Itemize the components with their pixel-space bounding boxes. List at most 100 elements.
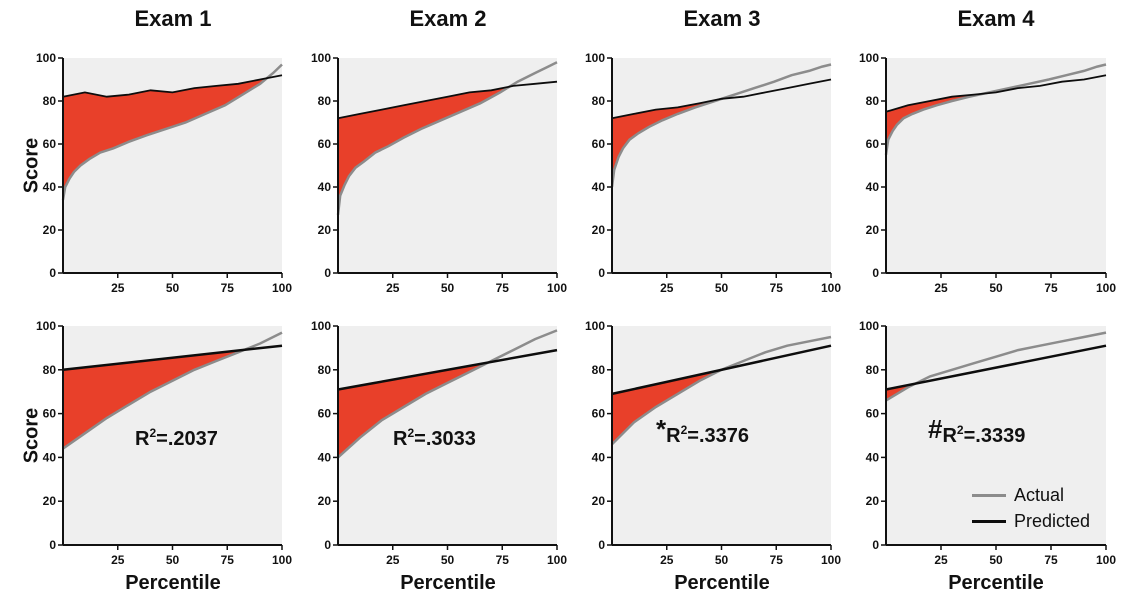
exam-4-title: Exam 4 xyxy=(957,6,1035,31)
panel-5-x-tick-label: 100 xyxy=(272,553,292,567)
panel-8-actual-line xyxy=(885,331,1107,402)
panel-7-x-tick-label: 100 xyxy=(821,553,841,567)
legend-item-predicted: Predicted xyxy=(972,508,1090,534)
exam-2-title: Exam 2 xyxy=(409,6,487,31)
panel-3-x-tick-label: 50 xyxy=(715,281,729,295)
panel-8-y-tick-label: 60 xyxy=(866,407,880,421)
panel-3-actual-line xyxy=(610,63,832,188)
x-axis-label-4: Percentile xyxy=(948,572,1044,594)
panel-4-x-tick-label: 100 xyxy=(1096,281,1116,295)
panel-5-y-tick-label: 20 xyxy=(43,494,57,508)
panel-2-gap-area xyxy=(338,62,557,215)
exam-1-title: Exam 1 xyxy=(134,6,212,31)
panel-7-x-tick-label: 75 xyxy=(770,553,784,567)
panel-6-x-tick-label: 25 xyxy=(386,553,400,567)
panel-5-y-tick-label: 0 xyxy=(49,538,56,552)
panel-1-y-tick-label: 40 xyxy=(43,180,57,194)
panel-1-x-tick-label: 50 xyxy=(166,281,180,295)
panel-6-y-tick-label: 0 xyxy=(324,538,331,552)
panel-1-x-tick-label: 100 xyxy=(272,281,292,295)
panel-4-y-tick-label: 100 xyxy=(859,51,879,65)
r2-annotation-exam-3: *R2=.3376 xyxy=(656,414,750,447)
panel-3-y-tick-label: 20 xyxy=(592,223,606,237)
panel-6-plot-background xyxy=(338,326,557,545)
panel-4-y-tick-label: 60 xyxy=(866,137,880,151)
panel-2-y-tick-label: 20 xyxy=(318,223,332,237)
panel-6-gap-area xyxy=(338,330,557,458)
panel-2-y-tick-label: 40 xyxy=(318,180,332,194)
panel-4-x-tick-label: 25 xyxy=(934,281,948,295)
panel-1-y-tick-label: 60 xyxy=(43,137,57,151)
panel-8-y-tick-label: 0 xyxy=(872,538,879,552)
panel-3-y-tick-label: 100 xyxy=(585,51,605,65)
panel-6-y-tick-label: 40 xyxy=(318,450,332,464)
panel-4-x-tick-label: 50 xyxy=(989,281,1003,295)
panel-2-x-tick-label: 50 xyxy=(441,281,455,295)
panel-2-x-tick-label: 25 xyxy=(386,281,400,295)
panel-2-y-tick-label: 80 xyxy=(318,94,332,108)
legend-label-predicted: Predicted xyxy=(1014,510,1091,531)
panel-5-y-tick-label: 100 xyxy=(36,319,56,333)
panel-8-x-tick-label: 50 xyxy=(989,553,1003,567)
panel-6-y-tick-label: 100 xyxy=(311,319,331,333)
panel-3-y-tick-label: 40 xyxy=(592,180,606,194)
panel-8-y-tick-label: 20 xyxy=(866,494,880,508)
r2-annotation-exam-1: R2=.2037 xyxy=(135,426,218,450)
panel-3-y-tick-label: 80 xyxy=(592,94,606,108)
panel-5-y-tick-label: 60 xyxy=(43,407,57,421)
panel-3-y-tick-label: 60 xyxy=(592,137,606,151)
x-axis-label-3: Percentile xyxy=(674,572,770,594)
panel-6-x-tick-label: 75 xyxy=(496,553,510,567)
panel-1-y-tick-label: 20 xyxy=(43,223,57,237)
panel-4-y-tick-label: 20 xyxy=(866,223,880,237)
panel-8-y-tick-label: 40 xyxy=(866,450,880,464)
panel-4-predicted-line xyxy=(885,74,1107,113)
legend-item-actual: Actual xyxy=(972,482,1090,508)
panel-1-y-tick-label: 0 xyxy=(49,266,56,280)
panel-7-predicted-line xyxy=(611,344,832,396)
legend-swatch-actual xyxy=(972,493,1006,497)
panel-4-y-tick-label: 80 xyxy=(866,94,880,108)
panel-2-y-tick-label: 100 xyxy=(311,51,331,65)
panel-6-actual-line xyxy=(337,329,558,459)
panel-2-actual-line xyxy=(336,61,558,216)
panel-3-predicted-line xyxy=(611,78,832,120)
panel-6-x-tick-label: 50 xyxy=(441,553,455,567)
panel-7-y-tick-label: 40 xyxy=(592,450,606,464)
panel-1-gap-area xyxy=(63,64,282,200)
panel-2-y-tick-label: 0 xyxy=(324,266,331,280)
panel-8-x-tick-label: 25 xyxy=(934,553,948,567)
panel-5-y-tick-label: 40 xyxy=(43,450,57,464)
panel-7-y-tick-label: 0 xyxy=(598,538,605,552)
panel-6-y-tick-label: 80 xyxy=(318,363,332,377)
panel-7-y-tick-label: 20 xyxy=(592,494,606,508)
r2-annotation-exam-4: #R2=.3339 xyxy=(928,414,1026,447)
legend: Actual Predicted xyxy=(972,482,1090,534)
panel-6-y-tick-label: 20 xyxy=(318,494,332,508)
panel-3-x-tick-label: 25 xyxy=(660,281,674,295)
exam-3-title: Exam 3 xyxy=(683,6,761,31)
legend-swatch-predicted xyxy=(972,519,1006,523)
panel-5-gap-area xyxy=(63,332,282,449)
panel-2-predicted-line xyxy=(337,80,558,120)
panel-5-x-tick-label: 50 xyxy=(166,553,180,567)
panel-8-x-tick-label: 75 xyxy=(1044,553,1058,567)
panel-7-plot-background xyxy=(612,326,831,545)
panel-2-plot-background xyxy=(338,58,557,273)
panel-8-plot-background xyxy=(886,326,1106,545)
panel-7-gap-area xyxy=(612,337,831,445)
panel-6-y-tick-label: 60 xyxy=(318,407,332,421)
panel-5-y-tick-label: 80 xyxy=(43,363,57,377)
panel-7-x-tick-label: 50 xyxy=(715,553,729,567)
panel-4-y-tick-label: 40 xyxy=(866,180,880,194)
panel-5-x-tick-label: 25 xyxy=(111,553,125,567)
panel-7-y-tick-label: 80 xyxy=(592,363,606,377)
panel-1-y-tick-label: 80 xyxy=(43,94,57,108)
x-axis-label-1: Percentile xyxy=(125,572,221,594)
panel-4-plot-background xyxy=(886,58,1106,273)
panel-3-x-tick-label: 75 xyxy=(770,281,784,295)
panel-8-predicted-line xyxy=(885,344,1107,391)
panel-3-y-tick-label: 0 xyxy=(598,266,605,280)
